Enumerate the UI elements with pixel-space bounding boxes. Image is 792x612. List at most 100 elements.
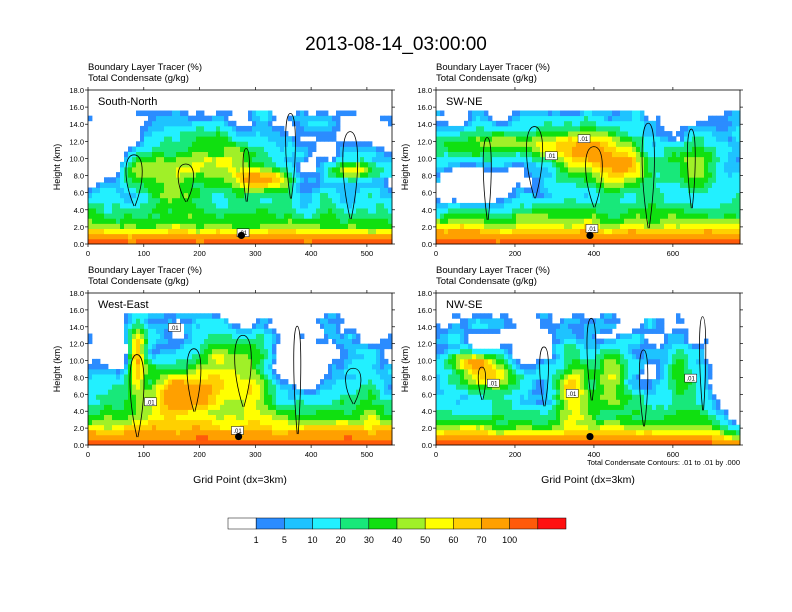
tracer-cell xyxy=(204,182,209,188)
tracer-cell xyxy=(576,161,581,168)
tracer-cell xyxy=(336,182,341,188)
tracer-cell xyxy=(576,177,581,183)
tracer-cell xyxy=(708,131,713,137)
tracer-cell xyxy=(184,131,189,137)
tracer-cell xyxy=(184,358,189,365)
tracer-cell xyxy=(480,125,485,132)
tracer-cell xyxy=(144,323,149,329)
tracer-cell xyxy=(536,120,541,127)
tracer-cell xyxy=(484,167,489,173)
tracer-cell xyxy=(256,424,261,431)
tracer-cell xyxy=(564,218,569,224)
tracer-cell xyxy=(304,394,309,400)
tracer-cell xyxy=(276,379,281,385)
tracer-cell xyxy=(692,233,697,240)
tracer-cell xyxy=(108,409,113,415)
tracer-cell xyxy=(208,233,213,240)
tracer-cell xyxy=(328,167,333,173)
tracer-cell xyxy=(248,439,253,446)
tracer-cell xyxy=(308,439,313,446)
tracer-cell xyxy=(684,141,689,147)
tracer-cell xyxy=(344,379,349,385)
tracer-cell xyxy=(228,187,233,194)
tracer-cell xyxy=(304,223,309,229)
tracer-cell xyxy=(352,429,357,436)
tracer-cell xyxy=(656,146,661,152)
tracer-cell xyxy=(264,434,269,441)
tracer-cell xyxy=(636,125,641,132)
tracer-cell xyxy=(336,213,341,219)
tracer-cell xyxy=(452,202,457,209)
tracer-cell xyxy=(124,208,129,214)
tracer-cell xyxy=(92,434,97,441)
tracer-cell xyxy=(604,156,609,163)
tracer-cell xyxy=(312,414,317,421)
tracer-cell xyxy=(724,120,729,127)
tracer-cell xyxy=(156,131,161,137)
tracer-cell xyxy=(100,233,105,240)
tracer-cell xyxy=(164,161,169,168)
tracer-cell xyxy=(600,223,605,229)
tracer-cell xyxy=(172,146,177,152)
tracer-cell xyxy=(164,379,169,385)
tracer-cell xyxy=(228,399,233,405)
tracer-cell xyxy=(284,208,289,214)
tracer-cell xyxy=(732,218,737,224)
tracer-cell xyxy=(472,228,477,235)
tracer-cell xyxy=(152,110,157,117)
tracer-cell xyxy=(676,172,681,178)
tracer-cell xyxy=(212,394,217,400)
tracer-cell xyxy=(664,228,669,235)
tracer-cell xyxy=(188,369,193,375)
tracer-cell xyxy=(444,208,449,214)
tracer-cell xyxy=(588,131,593,137)
tracer-cell xyxy=(280,439,285,446)
tracer-cell xyxy=(244,338,249,345)
tracer-cell xyxy=(124,238,129,245)
tracer-cell xyxy=(168,374,173,380)
tracer-cell xyxy=(520,115,525,122)
tracer-cell xyxy=(660,136,665,142)
tracer-cell xyxy=(320,161,325,168)
tracer-cell xyxy=(220,434,225,441)
tracer-cell xyxy=(264,218,269,224)
tracer-cell xyxy=(300,202,305,209)
tracer-cell xyxy=(96,233,101,240)
tracer-cell xyxy=(312,409,317,415)
tracer-cell xyxy=(248,218,253,224)
tracer-cell xyxy=(732,238,737,245)
tracer-cell xyxy=(296,182,301,188)
tracer-cell xyxy=(464,228,469,235)
tracer-cell xyxy=(328,439,333,446)
condensate-contour xyxy=(687,128,696,209)
tracer-cell xyxy=(200,343,205,350)
tracer-cell xyxy=(304,151,309,158)
tracer-cell xyxy=(220,151,225,158)
tracer-cell xyxy=(204,343,209,350)
tracer-cell xyxy=(188,439,193,446)
tracer-cell xyxy=(208,419,213,426)
tracer-cell xyxy=(660,208,665,214)
tracer-cell xyxy=(556,161,561,168)
tracer-cell xyxy=(292,238,297,245)
tracer-cell xyxy=(148,323,153,329)
tracer-cell xyxy=(140,146,145,152)
tracer-cell xyxy=(136,110,141,117)
tracer-cell xyxy=(212,419,217,426)
tracer-cell xyxy=(272,228,277,235)
tracer-cell xyxy=(552,213,557,219)
tracer-cell xyxy=(192,125,197,132)
tracer-cell xyxy=(716,146,721,152)
tracer-cell xyxy=(620,125,625,132)
tracer-cell xyxy=(236,192,241,199)
tracer-cell xyxy=(188,187,193,194)
tracer-cell xyxy=(652,136,657,142)
tracer-cell xyxy=(208,141,213,147)
tracer-cell xyxy=(468,131,473,137)
tracer-cell xyxy=(532,167,537,173)
tracer-cell xyxy=(104,208,109,214)
tracer-cell xyxy=(188,208,193,214)
tracer-cell xyxy=(268,434,273,441)
tracer-cell xyxy=(160,358,165,365)
tracer-cell xyxy=(736,120,741,127)
